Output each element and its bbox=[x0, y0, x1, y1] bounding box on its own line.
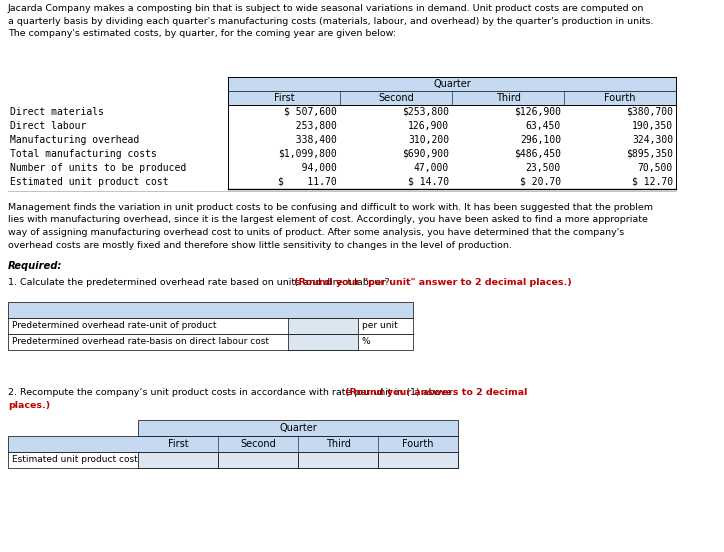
Text: Management finds the variation in unit product costs to be confusing and difficu: Management finds the variation in unit p… bbox=[8, 203, 653, 250]
Text: 63,450: 63,450 bbox=[526, 121, 561, 131]
Text: Estimated unit product cost: Estimated unit product cost bbox=[10, 177, 169, 187]
Text: $    11.70: $ 11.70 bbox=[278, 177, 337, 187]
Text: Quarter: Quarter bbox=[279, 423, 317, 433]
Text: Manufacturing overhead: Manufacturing overhead bbox=[10, 135, 139, 145]
Text: 310,200: 310,200 bbox=[408, 135, 449, 145]
Text: Number of units to be produced: Number of units to be produced bbox=[10, 163, 186, 173]
Bar bbox=[138, 452, 218, 468]
Text: (Round your answers to 2 decimal: (Round your answers to 2 decimal bbox=[345, 388, 527, 397]
Bar bbox=[8, 302, 413, 318]
Text: 23,500: 23,500 bbox=[526, 163, 561, 173]
Text: Quarter: Quarter bbox=[433, 79, 471, 89]
Text: 94,000: 94,000 bbox=[284, 163, 337, 173]
Text: First: First bbox=[274, 93, 295, 103]
Bar bbox=[8, 318, 413, 334]
Bar bbox=[218, 452, 298, 468]
Text: Fourth: Fourth bbox=[403, 439, 434, 449]
Text: Direct materials: Direct materials bbox=[10, 107, 104, 117]
Text: %: % bbox=[362, 337, 371, 347]
Text: (Round your "per unit" answer to 2 decimal places.): (Round your "per unit" answer to 2 decim… bbox=[294, 278, 572, 287]
Text: 296,100: 296,100 bbox=[520, 135, 561, 145]
Bar bbox=[8, 436, 458, 452]
Bar bbox=[8, 452, 458, 468]
Bar bbox=[298, 452, 378, 468]
Text: 70,500: 70,500 bbox=[638, 163, 673, 173]
Text: $690,900: $690,900 bbox=[402, 149, 449, 159]
Text: $ 507,600: $ 507,600 bbox=[284, 107, 337, 117]
Text: Direct labour: Direct labour bbox=[10, 121, 86, 131]
Text: Required:: Required: bbox=[8, 261, 62, 271]
Text: 47,000: 47,000 bbox=[413, 163, 449, 173]
Text: 126,900: 126,900 bbox=[408, 121, 449, 131]
Text: Third: Third bbox=[495, 93, 521, 103]
Text: places.): places.) bbox=[8, 401, 50, 410]
Text: $253,800: $253,800 bbox=[402, 107, 449, 117]
Bar bbox=[288, 318, 358, 334]
Text: Predetermined overhead rate-basis on direct labour cost: Predetermined overhead rate-basis on dir… bbox=[12, 337, 269, 347]
Text: Jacarda Company makes a composting bin that is subject to wide seasonal variatio: Jacarda Company makes a composting bin t… bbox=[8, 4, 654, 38]
Text: $ 14.70: $ 14.70 bbox=[408, 177, 449, 187]
Text: 253,800: 253,800 bbox=[284, 121, 337, 131]
Bar bbox=[288, 334, 358, 350]
Text: Predetermined overhead rate-unit of product: Predetermined overhead rate-unit of prod… bbox=[12, 321, 216, 331]
Text: $380,700: $380,700 bbox=[626, 107, 673, 117]
Text: Total manufacturing costs: Total manufacturing costs bbox=[10, 149, 157, 159]
Text: Estimated unit product cost: Estimated unit product cost bbox=[12, 455, 138, 464]
Text: 1. Calculate the predetermined overhead rate based on units and direct labour?: 1. Calculate the predetermined overhead … bbox=[8, 278, 392, 287]
Text: 2. Recompute the company’s unit product costs in accordance with rate per unit i: 2. Recompute the company’s unit product … bbox=[8, 388, 458, 397]
Text: $ 20.70: $ 20.70 bbox=[520, 177, 561, 187]
Text: Third: Third bbox=[326, 439, 350, 449]
Text: $486,450: $486,450 bbox=[514, 149, 561, 159]
Text: Second: Second bbox=[378, 93, 414, 103]
Text: First: First bbox=[168, 439, 188, 449]
Bar bbox=[228, 77, 676, 91]
Text: Second: Second bbox=[240, 439, 276, 449]
Text: Fourth: Fourth bbox=[605, 93, 636, 103]
Text: $ 12.70: $ 12.70 bbox=[632, 177, 673, 187]
Text: per unit: per unit bbox=[362, 321, 397, 331]
Bar bbox=[228, 91, 676, 105]
Text: 338,400: 338,400 bbox=[284, 135, 337, 145]
Text: $895,350: $895,350 bbox=[626, 149, 673, 159]
Bar bbox=[138, 420, 458, 436]
Bar bbox=[8, 334, 413, 350]
Bar bbox=[378, 452, 458, 468]
Text: 190,350: 190,350 bbox=[632, 121, 673, 131]
Text: $126,900: $126,900 bbox=[514, 107, 561, 117]
Text: $1,099,800: $1,099,800 bbox=[278, 149, 337, 159]
Text: 324,300: 324,300 bbox=[632, 135, 673, 145]
